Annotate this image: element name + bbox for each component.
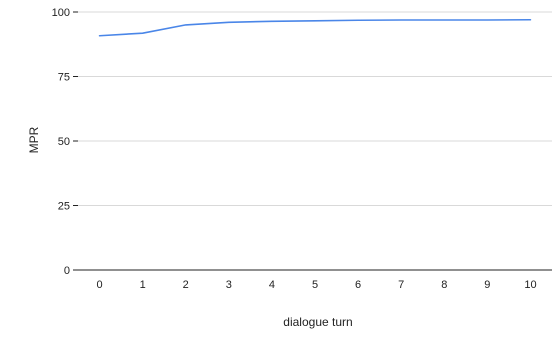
y-tick-label: 0 <box>64 265 70 277</box>
x-tick-label: 6 <box>355 279 361 291</box>
x-tick-label: 1 <box>140 279 146 291</box>
x-axis-title: dialogue turn <box>283 315 352 329</box>
x-tick-label: 10 <box>524 279 536 291</box>
y-tick-label: 100 <box>52 7 70 19</box>
y-tick-label: 25 <box>58 201 70 213</box>
y-tick-label: 50 <box>58 136 70 148</box>
x-tick-label: 4 <box>269 279 275 291</box>
x-tick-label: 0 <box>96 279 102 291</box>
gridlines <box>78 11 552 206</box>
x-tick-label: 9 <box>484 279 490 291</box>
y-tick-label: 75 <box>58 72 70 84</box>
x-tick-label: 8 <box>441 279 447 291</box>
series-line <box>98 18 532 37</box>
x-tick-label: 2 <box>183 279 189 291</box>
series <box>98 18 532 37</box>
axes <box>73 11 552 271</box>
x-tick-label: 7 <box>398 279 404 291</box>
tick-labels: 0 25 50 75 100 0 1 2 3 4 5 6 7 8 9 10 <box>52 7 537 291</box>
y-axis-title: MPR <box>27 126 41 153</box>
x-tick-label: 3 <box>226 279 232 291</box>
x-tick-label: 5 <box>312 279 318 291</box>
